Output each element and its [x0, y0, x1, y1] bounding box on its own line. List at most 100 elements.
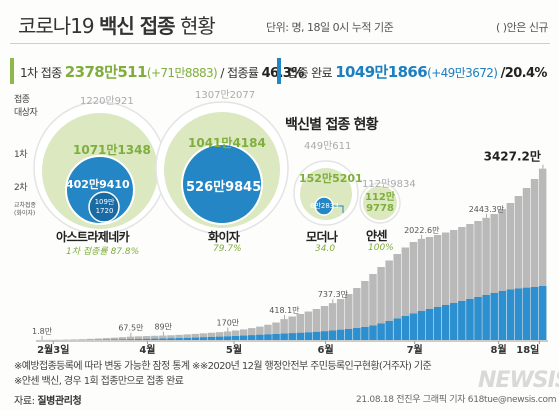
source: 자료: 질병관리청: [14, 392, 82, 407]
page-title: 코로나19 백신 접종 현황: [18, 10, 216, 39]
bar-cumulative: [215, 332, 224, 340]
complete-new: (+49만3672): [427, 66, 498, 80]
bar-completed: [345, 329, 353, 340]
bar-completed: [264, 334, 272, 340]
data-label: 89만: [154, 323, 172, 332]
bar-completed: [450, 303, 458, 340]
bar-completed: [377, 323, 385, 340]
bar-cumulative: [450, 230, 458, 340]
note-line-1: ※예방접종등록에 따라 변동 가능한 잠정 통계 ※※2020년 12월 행정안…: [14, 361, 432, 372]
row-label-second: 2차: [14, 183, 28, 193]
data-label: 1.8만: [32, 327, 53, 336]
x-tick-label: 2월3일: [37, 343, 69, 356]
bar-completed: [159, 338, 167, 340]
bar-cumulative: [256, 326, 264, 340]
pf-target: 1307만2077: [195, 90, 256, 101]
az-rate: 1차 접종률 87.8%: [66, 247, 140, 257]
complete-marker: [277, 58, 281, 84]
md-name: 모더나: [306, 230, 338, 244]
bar-completed: [506, 289, 515, 340]
vaccine-section-title: 백신별 접종 현황: [285, 117, 379, 133]
bar-cumulative: [417, 238, 426, 340]
bar-completed: [361, 327, 369, 340]
bar-cumulative: [175, 334, 183, 340]
newsis-logo: NEWSIS: [478, 368, 559, 393]
bar-cumulative: [231, 330, 240, 340]
az-cross: 109만 1720: [94, 198, 115, 216]
data-label: 2443.3만: [469, 205, 505, 214]
first-rate-label: / 접종률: [220, 66, 259, 80]
bar-cumulative: [143, 336, 151, 340]
js-first-b: 9778: [366, 203, 394, 214]
bar-completed: [466, 299, 474, 340]
bar-completed: [272, 334, 280, 340]
paren-note: ( )안은 신규: [496, 21, 549, 34]
annotation-group: 1.8만 67.5만 89만 170만 418.1만 737.3만 2022.6만 2443.…: [32, 149, 544, 340]
bar-cumulative: [474, 221, 482, 340]
data-label: 170만: [217, 319, 240, 328]
md-first: 152만5201: [299, 172, 363, 185]
first-rate-value: 46.3%: [261, 66, 305, 81]
js-name: 얀센: [366, 229, 387, 243]
bar-cumulative: [110, 337, 119, 340]
bar-completed: [143, 338, 151, 340]
js-first: 112만 9778: [365, 192, 395, 214]
bar-cumulative: [522, 188, 531, 340]
bar-cumulative: [377, 267, 385, 340]
bar-cumulative: [425, 237, 434, 340]
bar-completed: [409, 313, 418, 340]
bar-completed: [514, 288, 523, 340]
bar-cumulative: [498, 209, 506, 340]
bar-cumulative: [409, 242, 418, 340]
bar-completed: [183, 337, 191, 340]
bar-cumulative: [441, 232, 450, 340]
row-label-cross-b: (화이자): [14, 210, 36, 217]
bar-completed: [296, 332, 305, 340]
js-first-circle: [363, 186, 397, 220]
source-name: 질병관리청: [37, 396, 82, 407]
row-label-first: 1차: [14, 150, 28, 160]
bar-completed: [239, 335, 248, 340]
bar-cumulative: [506, 203, 515, 340]
bar-completed: [118, 339, 127, 340]
x-tick-group: 2월3일 4월 5월 6월 7월 8월 18일: [37, 341, 540, 356]
bar-cumulative: [288, 316, 296, 340]
bar-cumulative: [296, 314, 305, 340]
first-dose-new: (+71만8883): [146, 66, 218, 80]
bar-cumulative: [272, 322, 280, 340]
pf-rate: 79.7%: [213, 244, 242, 254]
bar-cumulative: [490, 214, 498, 340]
bar-completed: [401, 316, 410, 340]
bar-cumulative: [70, 339, 78, 340]
first-dose-value: 2378만511: [64, 63, 148, 81]
bubble-janssen: [359, 182, 401, 224]
bar-completed: [538, 286, 547, 340]
bar-cumulative: [328, 303, 337, 340]
data-label: 67.5만: [118, 324, 144, 333]
divider: [10, 43, 550, 44]
row-label-cross-a: 교차접종: [14, 202, 37, 209]
complete-label: 접종 완료: [287, 66, 333, 80]
bar-completed: [248, 335, 256, 340]
bar-cumulative: [320, 306, 329, 340]
complete-summary: 접종 완료 1049만1866(+49만3672) /20.4%: [287, 61, 547, 82]
bar-completed: [482, 295, 490, 340]
pf-first: 1041만4184: [188, 136, 266, 150]
pf-second: 526만9845: [186, 180, 262, 195]
bar-completed: [151, 338, 159, 340]
az-cross-a: 109만: [94, 198, 115, 206]
x-tick-label: 5월: [226, 344, 242, 356]
bar-cumulative: [118, 337, 127, 340]
js-target: 112만9834: [362, 179, 416, 190]
bar-completed: [199, 337, 208, 340]
az-first: 1071만1348: [73, 143, 151, 157]
bar-cumulative: [353, 288, 361, 340]
bar-cumulative: [126, 336, 135, 341]
bar-cumulative: [86, 338, 94, 340]
bar-completed: [353, 328, 361, 340]
first-dose-summary: 1차 접종 2378만511(+71만8883) / 접종률 46.3%: [20, 61, 304, 82]
bar-completed: [441, 305, 450, 340]
bar-cumulative: [312, 309, 321, 340]
md-first-circle: [300, 168, 352, 220]
